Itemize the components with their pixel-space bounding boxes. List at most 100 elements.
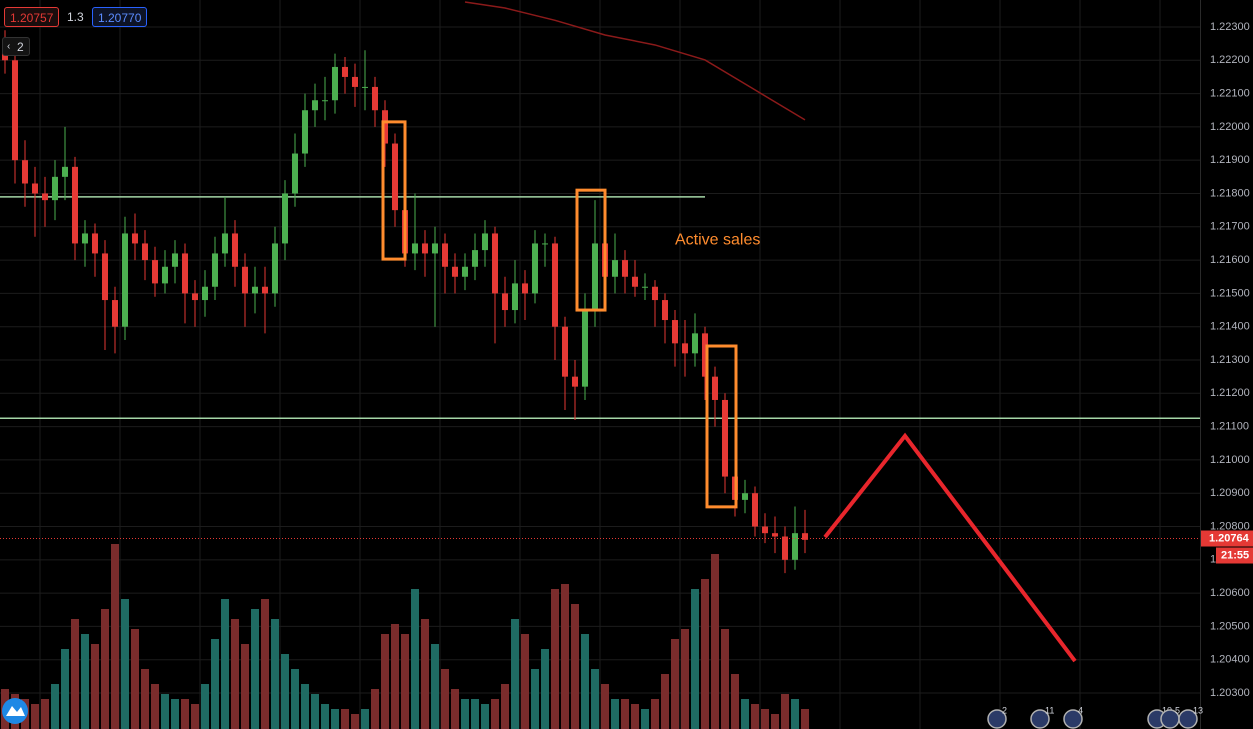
candle-body — [622, 260, 628, 277]
volume-bar — [441, 669, 449, 729]
candle-body — [722, 399, 728, 477]
moving-average — [464, 1, 806, 121]
candle-body — [342, 66, 348, 77]
candle-body — [52, 176, 58, 201]
candle-body — [92, 233, 98, 254]
candle-body — [702, 333, 708, 377]
candle-body — [652, 286, 658, 301]
candle-body — [472, 250, 478, 267]
volume-bar — [431, 644, 439, 729]
volume-bar — [91, 644, 99, 729]
candle-body — [772, 533, 778, 537]
volume-bar — [81, 634, 89, 729]
volume-bar — [71, 619, 79, 729]
candle-body — [212, 253, 218, 287]
event-icon — [987, 709, 1007, 729]
event-count: 11 — [1045, 705, 1054, 715]
candle-body — [592, 243, 598, 311]
volume-bar — [661, 674, 669, 729]
volume-bar — [291, 669, 299, 729]
volume-bar — [341, 709, 349, 729]
volume-bar — [631, 704, 639, 729]
candle-body — [232, 233, 238, 267]
volume-bar — [651, 699, 659, 729]
candle-body — [632, 276, 638, 287]
volume-bar — [721, 629, 729, 729]
price-axis — [1200, 0, 1253, 729]
candle-body — [62, 166, 68, 177]
candle-body — [292, 153, 298, 194]
candle-body — [222, 233, 228, 254]
volume-bar — [791, 699, 799, 729]
candle-body — [392, 143, 398, 211]
volume-bar — [181, 699, 189, 729]
volume-bar — [591, 669, 599, 729]
event-count: 4 — [1078, 705, 1083, 715]
candle-body — [792, 533, 798, 560]
candle-body — [782, 536, 788, 560]
candle-body — [802, 533, 808, 540]
candle-body — [512, 283, 518, 311]
price-badge — [1201, 530, 1253, 547]
logo-mark — [6, 706, 25, 716]
candle-body — [302, 110, 308, 154]
y-tick-label: 1.21800 — [1210, 187, 1250, 199]
sell-price[interactable]: 1.20757 — [4, 7, 60, 27]
volume-bar — [391, 624, 399, 729]
candle-body — [462, 266, 468, 277]
volume-bar — [601, 684, 609, 729]
volume-bar — [621, 699, 629, 729]
volume-bar — [131, 629, 139, 729]
volume-bar — [481, 704, 489, 729]
event-count: 13 — [1193, 705, 1203, 715]
volume-bar — [681, 629, 689, 729]
volume-bar — [221, 599, 229, 729]
candle-body — [32, 183, 38, 194]
candle-body — [12, 60, 18, 161]
candle-body — [542, 243, 548, 245]
y-tick-label: 1.21900 — [1210, 154, 1250, 166]
volume-bar — [691, 589, 699, 729]
event-icon — [1030, 709, 1050, 729]
volume-bar — [641, 709, 649, 729]
highlight-box — [575, 188, 607, 312]
candle-body — [152, 260, 158, 284]
candle-body — [612, 260, 618, 277]
volume-bar — [61, 649, 69, 729]
volume-bar — [611, 699, 619, 729]
candle-body — [172, 253, 178, 267]
volume-bar — [261, 599, 269, 729]
volume-bar — [31, 704, 39, 729]
buy-price[interactable]: 1.20770 — [92, 7, 148, 27]
volume-bar — [331, 709, 339, 729]
volume-bar — [451, 689, 459, 729]
volume-bar — [351, 714, 359, 729]
y-tick-label: 1.21300 — [1210, 354, 1250, 366]
volume-bar — [51, 684, 59, 729]
event-count: 5 — [1175, 705, 1180, 715]
y-tick-label: 1.22200 — [1210, 54, 1250, 66]
y-tick-label: 1.21400 — [1210, 321, 1250, 333]
candle-body — [672, 320, 678, 344]
volume-bar — [571, 604, 579, 729]
y-tick-label: 1.22100 — [1210, 87, 1250, 99]
volume-bar — [101, 609, 109, 729]
candle-body — [562, 326, 568, 377]
candle-body — [362, 86, 368, 88]
volume-bar — [201, 684, 209, 729]
interval-toggle[interactable]: ‹ 2 — [2, 37, 30, 56]
candle-body — [262, 286, 268, 294]
volume-bar — [311, 694, 319, 729]
volume-bar — [541, 649, 549, 729]
y-tick-label: 1.20600 — [1210, 587, 1250, 599]
volume-bar — [141, 669, 149, 729]
candle-body — [202, 286, 208, 301]
y-tick-label: 1.22000 — [1210, 121, 1250, 133]
candle-body — [712, 376, 718, 400]
volume-bar — [711, 554, 719, 729]
volume-bar — [461, 699, 469, 729]
candle-body — [532, 243, 538, 294]
y-tick-label: 1.21600 — [1210, 254, 1250, 266]
y-tick-label: 1.21200 — [1210, 387, 1250, 399]
